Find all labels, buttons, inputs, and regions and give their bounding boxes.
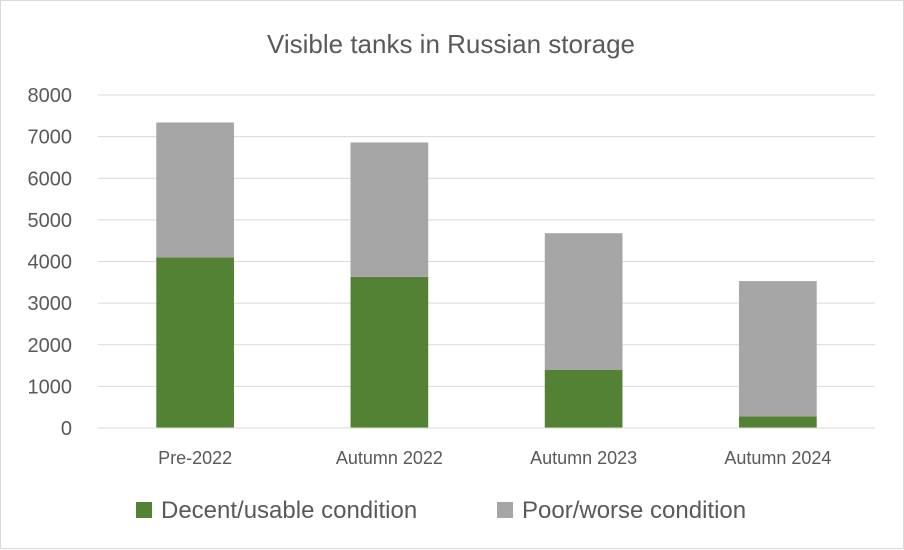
y-tick-label: 0 (61, 418, 72, 440)
y-tick-label: 3000 (28, 293, 73, 315)
bar-decent-3 (739, 416, 817, 428)
x-tick-label: Autumn 2022 (336, 448, 443, 468)
y-tick-label: 2000 (28, 335, 73, 357)
bar-decent-0 (156, 257, 234, 428)
y-tick-label: 6000 (28, 168, 73, 190)
bar-poor-0 (156, 122, 234, 258)
legend: Decent/usable condition Poor/worse condit… (136, 497, 746, 524)
legend-swatch-decent (136, 502, 152, 518)
x-axis-ticks: Pre-2022 Autumn 2022 Autumn 2023 Autumn 202… (158, 448, 831, 468)
chart-title: Visible tanks in Russian storage (267, 29, 635, 59)
bars (98, 122, 875, 429)
x-tick-label: Autumn 2024 (724, 448, 831, 468)
y-tick-label: 7000 (28, 127, 73, 149)
legend-label-poor: Poor/worse condition (522, 497, 746, 524)
bar-poor-2 (544, 233, 623, 370)
bar-decent-1 (350, 276, 429, 428)
y-axis-ticks: 0 1000 2000 3000 4000 5000 6000 7000 8000 (28, 85, 73, 440)
y-tick-label: 8000 (28, 85, 73, 107)
y-tick-label: 4000 (28, 252, 73, 274)
x-tick-label: Autumn 2023 (530, 448, 637, 468)
bar-decent-2 (544, 369, 623, 428)
y-tick-label: 1000 (28, 376, 73, 398)
bar-poor-1 (350, 142, 429, 277)
legend-label-decent: Decent/usable condition (161, 497, 417, 524)
bar-poor-3 (739, 281, 817, 417)
x-tick-label: Pre-2022 (158, 448, 232, 468)
legend-swatch-poor (497, 502, 513, 518)
y-tick-label: 5000 (28, 210, 73, 232)
